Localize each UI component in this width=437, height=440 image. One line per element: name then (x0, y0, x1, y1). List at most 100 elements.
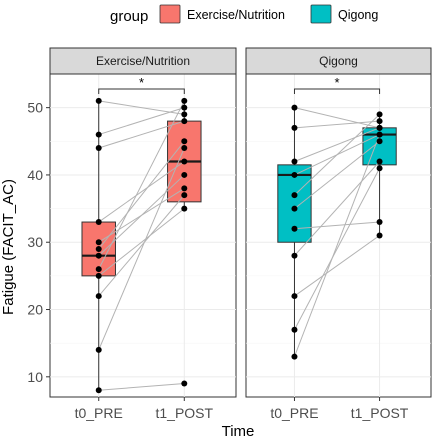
point-t1-post (181, 158, 188, 165)
point-t1-post (181, 192, 188, 199)
point-t0-pre (95, 266, 102, 273)
paired-line (294, 235, 380, 297)
point-t1-post (181, 205, 188, 212)
legend-key-qigong (310, 4, 332, 24)
point-t1-post (376, 124, 383, 131)
paired-line (294, 120, 380, 129)
point-t1-post (181, 380, 188, 387)
paired-line (294, 114, 380, 196)
y-tick-label: 50 (27, 100, 43, 116)
x-tick-label: t0_PRE (270, 405, 318, 421)
legend-key-exercise-nutrition (159, 4, 181, 24)
x-tick-label: t1_POST (351, 405, 409, 421)
paired-line (98, 120, 185, 149)
point-t0-pre (291, 158, 298, 165)
paired-line (98, 100, 185, 270)
y-tick-label: 10 (27, 369, 43, 385)
point-t1-post (376, 118, 383, 125)
point-t1-post (376, 219, 383, 226)
x-axis: t0_PRE t1_POST (270, 397, 409, 421)
point-t1-post (376, 165, 383, 172)
paired-line (98, 107, 185, 136)
y-tick-label: 30 (27, 234, 43, 250)
bracket-line (293, 88, 381, 94)
x-axis-label: Time (222, 423, 255, 440)
point-t1-post (181, 97, 188, 104)
point-t0-pre (291, 192, 298, 199)
paired-line (98, 383, 185, 391)
paired-line (294, 140, 380, 209)
point-t0-pre (95, 346, 102, 353)
paired-line (98, 147, 185, 351)
x-tick-label: t1_POST (155, 405, 213, 421)
strip-background (245, 47, 432, 75)
y-axis-label: Fatigue (FACIT_AC) (0, 179, 17, 315)
point-t1-post (181, 118, 188, 125)
bracket-line (98, 88, 185, 94)
point-t0-pre (291, 252, 298, 259)
point-t1-post (376, 138, 383, 145)
point-t0-pre (291, 293, 298, 300)
panel-exercise-nutrition: Exercise/Nutrition * t0_PRE t1_POST (49, 47, 237, 421)
point-t1-post (376, 131, 383, 138)
significance-label: * (334, 75, 339, 90)
strip-label: Qigong (319, 54, 358, 68)
point-t0-pre (95, 245, 102, 252)
point-t1-post (181, 104, 188, 111)
paired-line (294, 221, 380, 230)
x-axis: t0_PRE t1_POST (75, 397, 214, 421)
legend-label-qigong: Qigong (338, 8, 378, 22)
strip-label: Exercise/Nutrition (96, 54, 190, 68)
point-t0-pre (291, 225, 298, 232)
strip-background (49, 47, 237, 75)
y-tick-label: 40 (27, 167, 43, 183)
significance-label: * (139, 75, 144, 90)
paired-line (98, 161, 185, 223)
y-tick-label: 20 (27, 302, 43, 318)
point-t0-pre (95, 272, 102, 279)
point-t1-post (376, 232, 383, 239)
paired-lines (294, 107, 381, 357)
y-axis: 10 20 30 40 50 (27, 100, 50, 385)
legend-title: group (110, 8, 148, 25)
x-tick-label: t0_PRE (75, 405, 123, 421)
significance-bracket: * (293, 75, 381, 94)
paired-line (98, 194, 185, 297)
point-t0-pre (95, 97, 102, 104)
panel-background (49, 73, 237, 398)
point-t0-pre (95, 293, 102, 300)
point-t0-pre (95, 131, 102, 138)
paired-line (294, 161, 380, 257)
data-points (291, 104, 383, 360)
legend-label-exercise-nutrition: Exercise/Nutrition (187, 8, 285, 22)
point-t1-post (376, 158, 383, 165)
paired-line (294, 107, 380, 129)
point-t0-pre (291, 104, 298, 111)
point-t1-post (181, 111, 188, 118)
point-t0-pre (95, 387, 102, 394)
point-t1-post (181, 145, 188, 152)
point-t0-pre (291, 326, 298, 333)
paired-line (98, 140, 185, 250)
panel-background (245, 73, 432, 398)
point-t0-pre (95, 252, 102, 259)
legend: group Exercise/Nutrition Qigong (110, 4, 378, 25)
point-t1-post (181, 185, 188, 192)
paired-lines (98, 100, 185, 391)
data-points (95, 97, 188, 394)
point-t0-pre (95, 219, 102, 226)
paired-line (294, 134, 381, 357)
panels: Exercise/Nutrition * t0_PRE t1_POST Qigong * t… (49, 47, 432, 421)
point-t0-pre (291, 171, 298, 178)
paired-line (98, 174, 185, 257)
point-t1-post (181, 138, 188, 145)
paired-line (98, 208, 185, 277)
point-t0-pre (291, 353, 298, 360)
point-t1-post (376, 111, 383, 118)
significance-bracket: * (98, 75, 185, 94)
paired-line (294, 127, 380, 162)
point-t0-pre (95, 145, 102, 152)
paired-line (294, 167, 381, 330)
panel-qigong: Qigong * t0_PRE t1_POST (245, 47, 432, 421)
